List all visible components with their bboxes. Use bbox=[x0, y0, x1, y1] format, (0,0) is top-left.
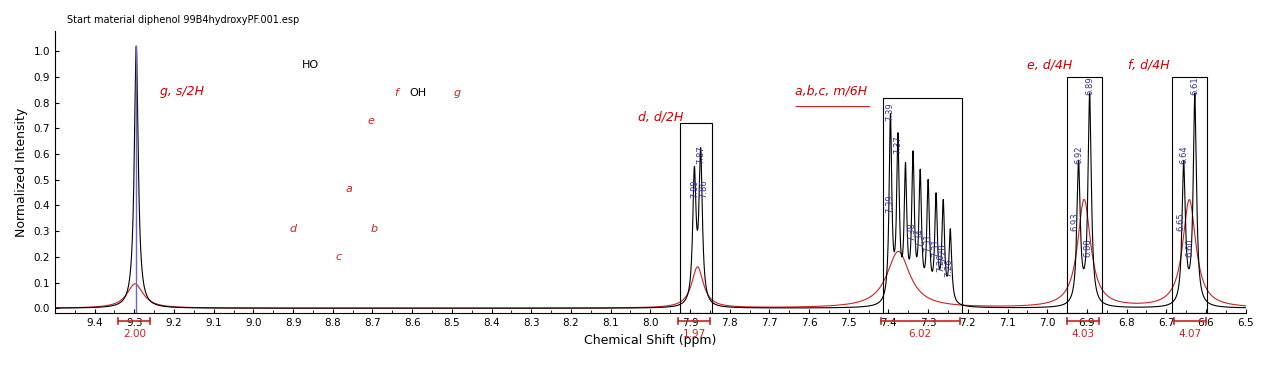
Text: f: f bbox=[395, 88, 398, 98]
Bar bbox=[1173, 77, 1207, 313]
Text: d, d/2H: d, d/2H bbox=[637, 110, 683, 123]
Text: 7.87: 7.87 bbox=[695, 145, 704, 164]
Text: d: d bbox=[289, 223, 297, 233]
Text: 2.00: 2.00 bbox=[123, 329, 146, 339]
Text: 6.64: 6.64 bbox=[1179, 146, 1188, 164]
Text: 7.37: 7.37 bbox=[893, 135, 902, 154]
Text: OH: OH bbox=[410, 88, 426, 98]
Text: 7.26: 7.26 bbox=[937, 254, 945, 272]
Text: a,b,c, m/6H: a,b,c, m/6H bbox=[794, 85, 867, 98]
Text: c: c bbox=[335, 252, 341, 262]
Text: 7.31: 7.31 bbox=[924, 233, 933, 252]
Text: 6.92: 6.92 bbox=[1074, 146, 1082, 164]
Text: 7.34: 7.34 bbox=[916, 228, 925, 247]
Text: 7.86: 7.86 bbox=[699, 179, 709, 198]
Text: HO: HO bbox=[302, 60, 320, 70]
Text: 7.39: 7.39 bbox=[886, 195, 895, 213]
X-axis label: Chemical Shift (ppm): Chemical Shift (ppm) bbox=[584, 334, 717, 347]
Text: f, d/4H: f, d/4H bbox=[1128, 59, 1169, 72]
Text: 7.38: 7.38 bbox=[907, 223, 916, 241]
Text: b: b bbox=[371, 223, 378, 233]
Text: 6.88: 6.88 bbox=[1084, 238, 1093, 257]
Bar bbox=[882, 98, 962, 313]
Text: 6.89: 6.89 bbox=[1085, 76, 1094, 95]
Text: 1.97: 1.97 bbox=[683, 329, 706, 339]
Text: 4.03: 4.03 bbox=[1071, 329, 1094, 339]
Text: 7.31: 7.31 bbox=[931, 238, 940, 257]
Text: 7.89: 7.89 bbox=[690, 179, 699, 198]
Bar bbox=[680, 123, 712, 313]
Text: 6.93: 6.93 bbox=[1071, 213, 1080, 231]
Text: 7.26: 7.26 bbox=[944, 259, 953, 278]
Text: 6.02: 6.02 bbox=[909, 329, 931, 339]
Text: 6.65: 6.65 bbox=[1176, 213, 1185, 231]
Text: 4.07: 4.07 bbox=[1179, 329, 1202, 339]
Text: Start material diphenol 99B4hydroxyPF.001.esp: Start material diphenol 99B4hydroxyPF.00… bbox=[67, 15, 299, 25]
Text: 7.39: 7.39 bbox=[886, 102, 895, 121]
Text: 6.61: 6.61 bbox=[1190, 76, 1199, 95]
Text: a: a bbox=[345, 184, 353, 194]
Text: e: e bbox=[367, 116, 374, 126]
Bar bbox=[1067, 77, 1101, 313]
Text: 6.60: 6.60 bbox=[1185, 238, 1194, 257]
Text: e, d/4H: e, d/4H bbox=[1027, 59, 1072, 72]
Text: g: g bbox=[454, 88, 461, 98]
Y-axis label: Normalized Intensity: Normalized Intensity bbox=[15, 107, 28, 237]
Text: g, s/2H: g, s/2H bbox=[160, 85, 204, 98]
Text: 7.28: 7.28 bbox=[939, 243, 948, 262]
